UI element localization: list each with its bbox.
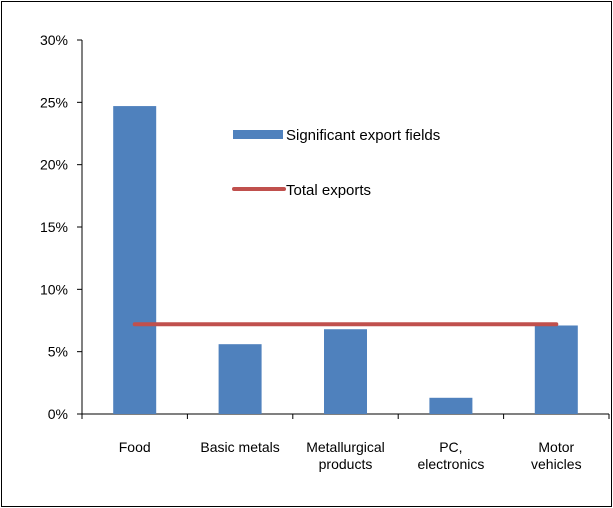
bar: [429, 397, 473, 414]
y-tick-label: 5%: [48, 344, 68, 360]
legend: Significant export fields Total exports: [232, 127, 440, 199]
legend-label: Total exports: [286, 182, 371, 199]
bar: [534, 325, 578, 414]
bar: [324, 329, 367, 414]
x-tick-label: Basic metals: [200, 439, 279, 455]
x-tick-label: Motor vehicles: [531, 439, 582, 472]
legend-label: Significant export fields: [286, 127, 440, 144]
x-axis: Food Basic metals Metallurgical products PC,…: [81, 413, 610, 472]
y-tick-label: 20%: [40, 157, 68, 173]
bar-series: [113, 106, 578, 414]
y-axis: 0% 5% 10% 15% 20% 25% 30%: [40, 32, 83, 422]
y-tick-label: 25%: [40, 94, 68, 110]
x-tick-label: Metallurgical products: [306, 439, 385, 472]
legend-swatch-bar: [233, 130, 283, 139]
y-tick-label: 15%: [40, 219, 68, 235]
y-tick-label: 10%: [40, 281, 68, 297]
y-tick-label: 30%: [40, 32, 68, 48]
y-tick-label: 0%: [48, 406, 68, 422]
bar: [113, 106, 157, 414]
bar: [218, 344, 262, 414]
x-tick-label: Food: [119, 439, 151, 455]
x-tick-label: PC, electronics: [417, 439, 484, 472]
